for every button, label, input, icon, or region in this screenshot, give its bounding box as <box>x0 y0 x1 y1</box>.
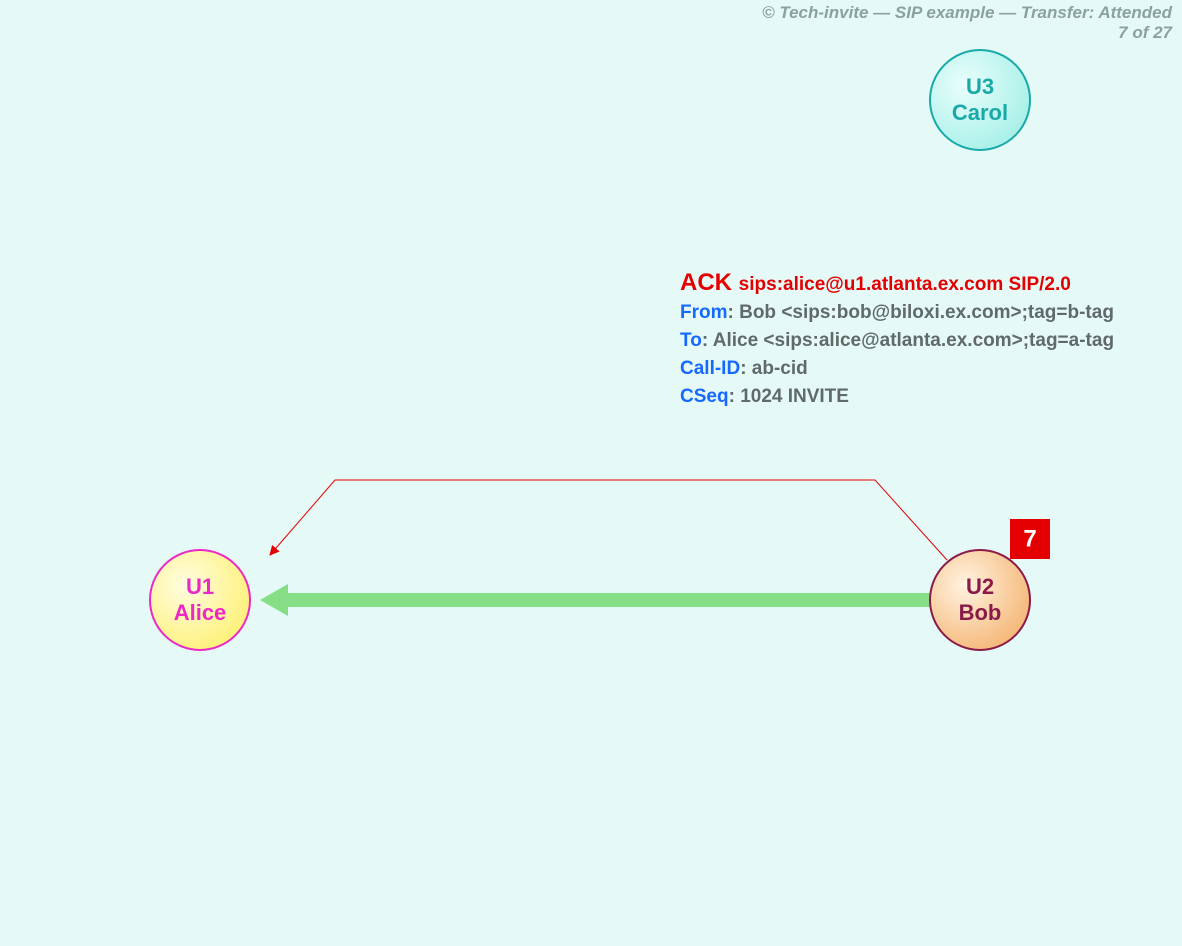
sip-request-line: ACK sips:alice@u1.atlanta.ex.com SIP/2.0 <box>680 269 1071 296</box>
sip-header-row: CSeq: 1024 INVITE <box>680 386 849 407</box>
diagram-stage: © Tech-invite — SIP example — Transfer: … <box>0 0 1182 946</box>
sip-header-row: To: Alice <sips:alice@atlanta.ex.com>;ta… <box>680 330 1114 351</box>
sip-header-value: ab-cid <box>752 358 808 379</box>
sip-request-uri: sips:alice@u1.atlanta.ex.com SIP/2.0 <box>739 274 1071 295</box>
header-title: © Tech-invite — SIP example — Transfer: … <box>762 3 1173 22</box>
step-number-badge: 7 <box>1010 519 1050 559</box>
node-carol-id: U3 <box>966 74 994 99</box>
node-bob: U2Bob <box>930 550 1030 650</box>
sip-header-value: 1024 INVITE <box>740 386 849 407</box>
sip-header-row: Call-ID: ab-cid <box>680 358 808 379</box>
node-alice-id: U1 <box>186 574 214 599</box>
sip-header-row: From: Bob <sips:bob@biloxi.ex.com>;tag=b… <box>680 302 1114 323</box>
sip-header-label: To <box>680 330 702 351</box>
node-carol-name: Carol <box>952 100 1008 125</box>
header-page-count: 7 of 27 <box>1118 23 1173 42</box>
node-alice: U1Alice <box>150 550 250 650</box>
sip-header-label: From <box>680 302 728 323</box>
node-bob-name: Bob <box>959 600 1002 625</box>
sip-header-value: Bob <sips:bob@biloxi.ex.com>;tag=b-tag <box>739 302 1114 323</box>
sip-header-value: Alice <sips:alice@atlanta.ex.com>;tag=a-… <box>713 330 1114 351</box>
sip-header-label: CSeq <box>680 386 729 407</box>
node-carol: U3Carol <box>930 50 1030 150</box>
sip-flow-diagram: © Tech-invite — SIP example — Transfer: … <box>0 0 1182 946</box>
sip-method: ACK <box>680 269 739 296</box>
node-alice-name: Alice <box>174 600 227 625</box>
sip-header-label: Call-ID <box>680 358 740 379</box>
node-bob-id: U2 <box>966 574 994 599</box>
step-number: 7 <box>1023 525 1036 552</box>
